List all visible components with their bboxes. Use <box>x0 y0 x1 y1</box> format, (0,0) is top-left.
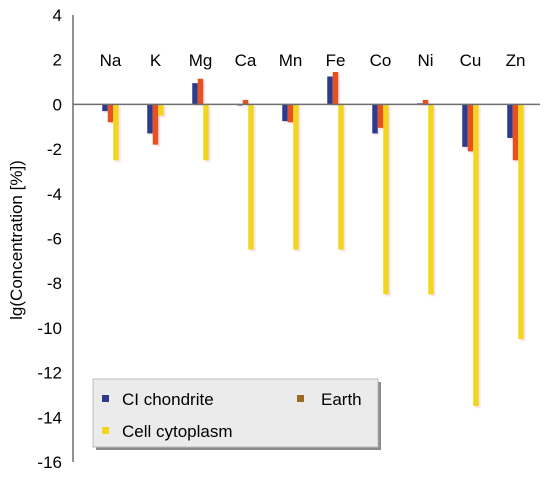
bar-shadow <box>239 106 245 108</box>
bar-cell-cytoplasm-zn <box>518 104 524 340</box>
bar-earth-ca <box>242 99 249 105</box>
legend-box <box>92 378 379 448</box>
legend-label-earth: Earth <box>321 390 362 409</box>
bar-earth-zn <box>512 104 519 161</box>
category-label: Mn <box>279 51 303 70</box>
bar-cell-cytoplasm-ca <box>248 104 254 250</box>
category-label: Ni <box>417 51 433 70</box>
bar-earth-mn <box>287 104 294 123</box>
bar-earth-cu <box>467 104 474 152</box>
category-label: Na <box>100 51 122 70</box>
y-axis-label: lg(Concentration [%]) <box>7 160 26 320</box>
bar-cell-cytoplasm-cu <box>473 104 479 407</box>
y-tick-label: 4 <box>53 6 62 25</box>
category-label: Co <box>370 51 392 70</box>
bar-cell-cytoplasm-na <box>113 104 119 161</box>
bar-ci-chondrite-zn <box>507 104 513 138</box>
legend-swatch-ci-chondrite <box>102 395 109 402</box>
category-label: Mg <box>189 51 213 70</box>
bar-ci-chondrite-na <box>102 104 108 112</box>
bar-earth-k <box>152 104 159 145</box>
category-labels: Na K Mg Ca Mn Fe Co Ni Cu Zn <box>100 51 526 70</box>
category-label: Fe <box>326 51 346 70</box>
y-tick-label: -2 <box>47 140 62 159</box>
y-tick-label: 0 <box>53 95 62 114</box>
bar-cell-cytoplasm-co <box>383 104 389 295</box>
legend-label-cell-cytoplasm: Cell cytoplasm <box>122 422 233 441</box>
y-tick-label: -6 <box>47 230 62 249</box>
bar-earth-ni <box>422 99 429 105</box>
bar-shadow <box>419 105 425 107</box>
legend-swatch-earth <box>297 395 304 402</box>
y-tick-label: -8 <box>47 274 62 293</box>
bar-ci-chondrite-mg <box>192 83 198 105</box>
bar-ci-chondrite-k <box>147 104 153 134</box>
legend-swatch-cell-cytoplasm <box>102 427 109 434</box>
y-tick-label: -4 <box>47 185 62 204</box>
legend: CI chondrite Earth Cell cytoplasm <box>92 378 381 450</box>
category-label: K <box>150 51 162 70</box>
y-tick-label: -16 <box>37 453 62 472</box>
bar-earth-mg <box>197 78 204 105</box>
y-tick-label: -12 <box>37 364 62 383</box>
category-label: Cu <box>460 51 482 70</box>
bar-cell-cytoplasm-mn <box>293 104 299 250</box>
bar-cell-cytoplasm-fe <box>338 104 344 250</box>
bar-cell-cytoplasm-ni <box>428 104 434 295</box>
category-label: Ca <box>235 51 257 70</box>
category-label: Zn <box>506 51 526 70</box>
legend-label-ci-chondrite: CI chondrite <box>122 390 214 409</box>
bar-ci-chondrite-cu <box>462 104 468 147</box>
bar-ci-chondrite-fe <box>327 76 333 105</box>
bar-earth-fe <box>332 71 339 105</box>
bar-ci-chondrite-co <box>372 104 378 134</box>
y-tick-label: -14 <box>37 408 62 427</box>
bar-cell-cytoplasm-mg <box>203 104 209 161</box>
y-tick-labels: 4 2 0 -2 -4 -6 -8 -10 -12 -14 -16 <box>37 6 62 472</box>
y-tick-label: 2 <box>53 51 62 70</box>
bars-group <box>102 71 526 409</box>
bar-cell-cytoplasm-k <box>158 104 164 116</box>
bar-ci-chondrite-mn <box>282 104 288 122</box>
y-tick-label: -10 <box>37 319 62 338</box>
bar-earth-co <box>377 104 384 128</box>
bar-earth-na <box>107 104 114 123</box>
